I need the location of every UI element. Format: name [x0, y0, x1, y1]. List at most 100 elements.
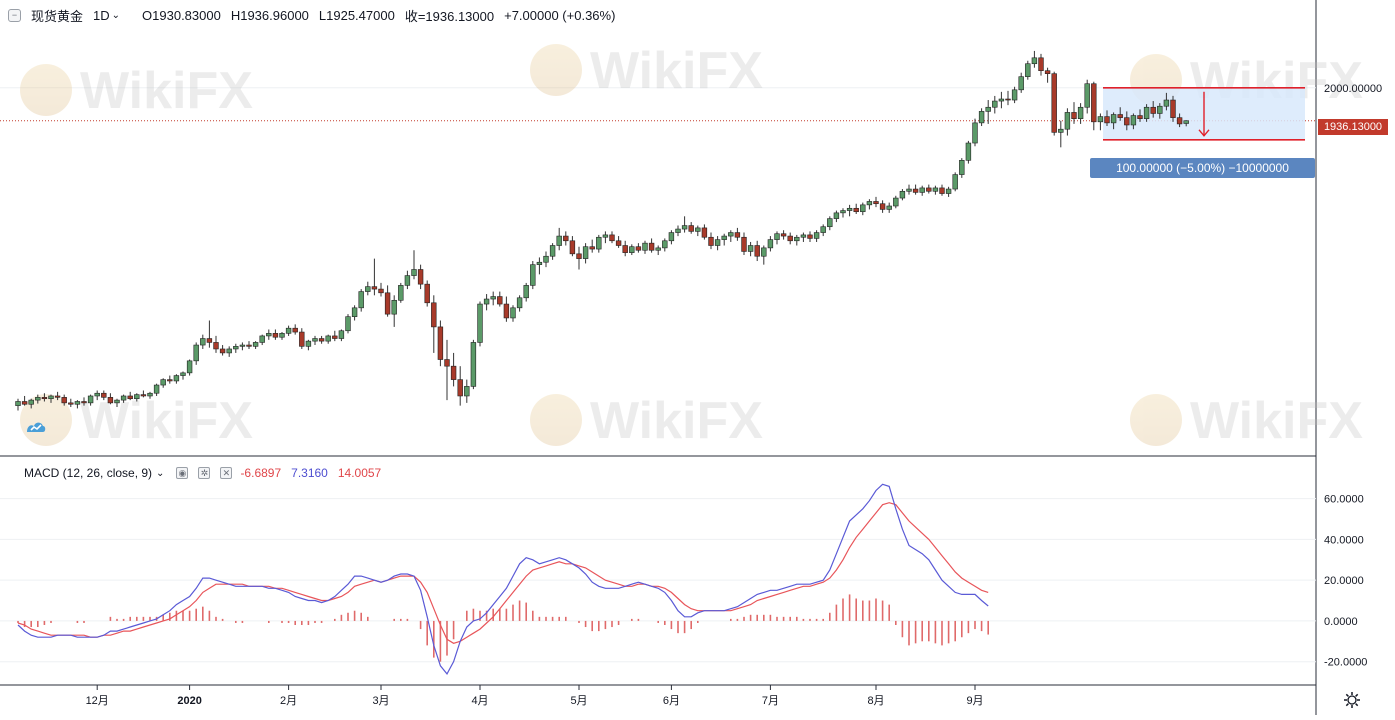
candle [1130, 113, 1137, 130]
candle [470, 339, 477, 390]
interval-label[interactable]: 1D [93, 8, 110, 23]
candle [246, 341, 252, 349]
candle [1137, 109, 1143, 122]
price-axis[interactable]: 2000.00000 [1324, 83, 1382, 95]
chevron-down-icon[interactable]: ⌄ [156, 467, 165, 479]
candle [906, 184, 912, 195]
candle [959, 158, 965, 178]
candle-body-up [391, 299, 397, 315]
time-tick-label: 4月 [471, 695, 488, 707]
symbol-name[interactable]: 现货黄金 [31, 9, 84, 24]
watermark-logo [530, 44, 582, 96]
close-icon[interactable]: ✕ [220, 467, 233, 479]
measure-label[interactable]: 100.00000 (−5.00%) −10000000 [1090, 158, 1315, 178]
candle-body-down [1170, 99, 1176, 118]
candle-body-down [54, 395, 61, 398]
candle [688, 222, 694, 234]
candle [510, 305, 516, 322]
candle-body-up [490, 296, 496, 300]
candle [1005, 90, 1011, 106]
chevron-down-icon[interactable]: ⌄ [111, 10, 121, 21]
candle [800, 232, 807, 242]
candle [708, 232, 714, 250]
candle [464, 379, 470, 403]
candle [457, 366, 463, 406]
settings-gear-icon[interactable] [1343, 691, 1361, 709]
candle-body-up [767, 239, 774, 249]
candle-body-down [384, 292, 391, 315]
candle [1157, 103, 1163, 119]
candle-body-down [787, 235, 793, 242]
candle [140, 390, 147, 398]
time-tick-label: 7月 [762, 695, 779, 707]
ohlc-change: +7.00000 (+0.36%) [504, 8, 616, 23]
candle [695, 225, 701, 237]
candle-body-down [609, 234, 615, 242]
candle-body-up [952, 174, 958, 190]
candle [629, 244, 635, 256]
candle-body-up [833, 212, 840, 219]
candle [206, 320, 213, 348]
macd-title[interactable]: MACD (12, 26, close, 9) [24, 466, 153, 480]
candle [767, 236, 774, 252]
candle-body-down [1051, 73, 1057, 133]
candle-body-up [411, 269, 417, 276]
candle-body-up [477, 303, 483, 343]
measure-arrow-head [1198, 129, 1210, 137]
candle [101, 390, 107, 401]
candle-body-up [543, 255, 549, 263]
candle-body-down [219, 348, 226, 354]
candle [186, 359, 193, 376]
candle [68, 398, 74, 408]
candle-body-down [272, 333, 279, 338]
candle-body-down [318, 338, 325, 342]
candle-body-up [285, 327, 292, 334]
candle-body-up [774, 233, 780, 240]
candle [536, 257, 543, 275]
candle [899, 189, 906, 201]
tradingview-logo-icon[interactable] [25, 418, 47, 434]
candle-body-up [259, 335, 265, 343]
candle-body-down [926, 187, 932, 192]
candle-body-up [147, 392, 153, 397]
candle [985, 100, 991, 124]
candle [866, 199, 873, 210]
candle [325, 334, 331, 344]
measure-tool[interactable] [1103, 86, 1305, 141]
eye-icon[interactable]: ◉ [176, 467, 189, 479]
candle-body-down [417, 269, 424, 285]
candle-body-up [972, 122, 978, 144]
candle [563, 231, 569, 246]
candle-body-down [378, 288, 384, 294]
candle-body-up [516, 297, 523, 309]
candle-body-down [503, 303, 510, 319]
candle-body-up [153, 384, 160, 394]
candle [292, 324, 298, 335]
candle [1071, 102, 1077, 124]
candle-body-down [81, 401, 87, 404]
candle-body-down [292, 327, 298, 333]
time-tick-label: 2020 [177, 695, 201, 707]
candle [272, 329, 279, 340]
gear-icon[interactable]: ✲ [198, 467, 211, 479]
candle-body-up [800, 234, 807, 238]
candle-body-down [437, 326, 444, 360]
candle [134, 393, 140, 402]
macd-line-value: 7.3160 [291, 466, 328, 480]
candle [490, 291, 496, 306]
candle [1124, 111, 1130, 131]
candle-body-up [186, 360, 193, 374]
collapse-icon[interactable]: − [8, 9, 21, 22]
candle-body-up [998, 98, 1005, 102]
candle-body-up [695, 227, 701, 232]
time-axis[interactable]: 12月 2020 2月 3月 4月 5月 6月 7月 8月 9月 [86, 685, 984, 707]
candle [1150, 101, 1156, 118]
candle [153, 383, 160, 396]
candle-body-down [101, 392, 107, 398]
price-tick-label: 2000.00000 [1324, 83, 1382, 95]
candle-body-up [556, 235, 562, 246]
candle-body-down [371, 286, 378, 290]
candle-body-up [1084, 83, 1090, 108]
candle-body-up [200, 338, 206, 346]
